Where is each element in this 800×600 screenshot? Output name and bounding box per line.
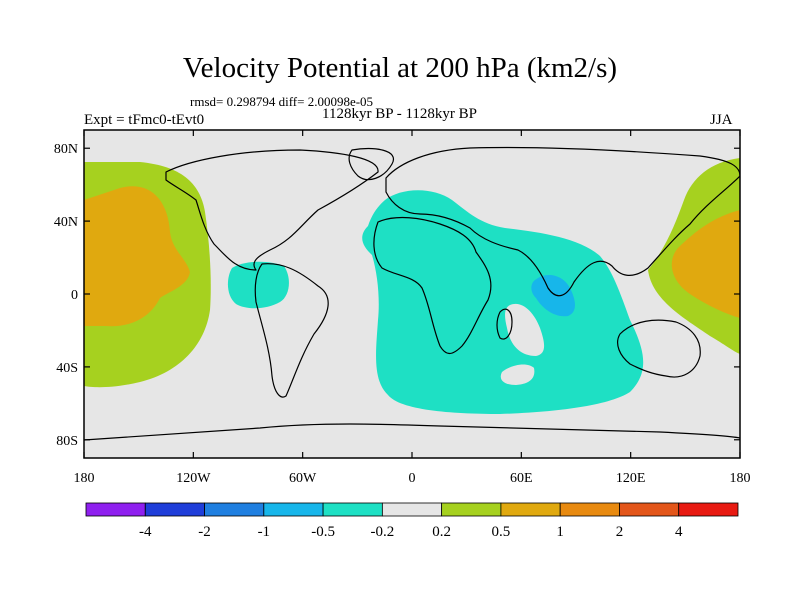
- australia-coast: [617, 319, 701, 378]
- experiment-label: Expt = tFmc0-tEvt0: [84, 112, 205, 128]
- map-title: Velocity Potential at 200 hPa (km2/s): [182, 52, 618, 84]
- colorbar-swatch: [263, 502, 324, 517]
- stats-subtitle: rmsd= 0.298794 diff= 2.00098e-05: [190, 94, 374, 109]
- colorbar-label: 2: [616, 524, 624, 540]
- pacific-west-core-region: [84, 186, 190, 327]
- madagascar-coast: [496, 308, 513, 340]
- colorbar-swatch: [204, 502, 265, 517]
- colorbar-label: 0.2: [432, 524, 451, 540]
- colorbar-label: 4: [675, 524, 683, 540]
- amazon-negative-region: [227, 261, 289, 309]
- colorbar-swatch: [678, 502, 739, 517]
- colorbar-swatch: [322, 502, 383, 517]
- colorbar-swatch: [441, 502, 502, 517]
- map-axes: 80N 40N 0 40S 80S 180 120W 60W 0 60E 120E 180: [54, 130, 751, 486]
- lat-tick-label: 0: [71, 288, 78, 303]
- coastlines: [84, 146, 740, 441]
- lon-tick-label: 180: [730, 471, 751, 486]
- colorbar-swatch: [144, 502, 205, 517]
- lat-tick-label: 80N: [54, 142, 78, 157]
- colorbar-swatch: [500, 502, 561, 517]
- lon-tick-label: 180: [74, 471, 95, 486]
- colorbar-label: -1: [258, 524, 271, 540]
- season-label: JJA: [710, 112, 733, 128]
- south-indian-gap: [500, 364, 535, 385]
- eurasia-coast: [385, 146, 740, 297]
- africa-coast: [373, 216, 492, 355]
- antarctica-coast: [84, 423, 740, 441]
- colorbar-label: -4: [139, 524, 152, 540]
- colorbar-label: 1: [556, 524, 564, 540]
- colorbar-swatch: [619, 502, 680, 517]
- colorbar-label: -0.2: [370, 524, 394, 540]
- lon-tick-label: 120E: [616, 471, 646, 486]
- colorbar-swatch: [381, 502, 443, 517]
- madagascar-gap: [505, 303, 545, 356]
- south-america-coast: [254, 263, 329, 398]
- lat-tick-label: 40S: [56, 361, 78, 376]
- lon-tick-label: 0: [409, 471, 416, 486]
- pacific-east-core-region: [671, 210, 740, 318]
- colorbar-swatch: [85, 502, 146, 517]
- north-america-coast: [165, 149, 379, 271]
- period-subtitle: 1128kyr BP - 1128kyr BP: [322, 106, 478, 122]
- colorbar-label: -0.5: [311, 524, 335, 540]
- lat-tick-label: 40N: [54, 215, 78, 230]
- greenland-coast: [348, 147, 395, 181]
- lon-tick-label: 60E: [510, 471, 533, 486]
- lat-tick-label: 80S: [56, 434, 78, 449]
- lon-tick-label: 120W: [176, 471, 211, 486]
- atlantic-indian-negative-region: [362, 190, 644, 414]
- colorbar: -4 -2 -1 -0.5 -0.2 0.2 0.5 1 2 4: [85, 502, 739, 540]
- colorbar-swatch: [559, 502, 620, 517]
- colorbar-label: -2: [198, 524, 211, 540]
- indian-ocean-core-region: [531, 274, 575, 317]
- lon-tick-label: 60W: [289, 471, 317, 486]
- colorbar-label: 0.5: [492, 524, 511, 540]
